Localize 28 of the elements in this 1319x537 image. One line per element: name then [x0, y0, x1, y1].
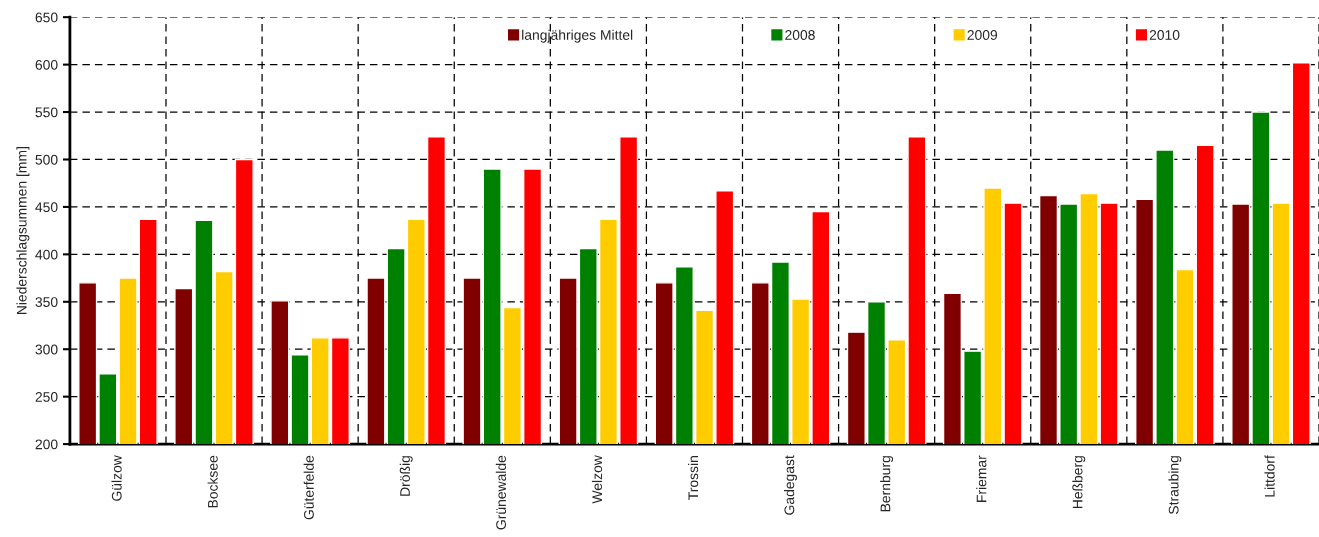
- x-tick-label: Grünewalde: [495, 455, 507, 530]
- x-tick-label: Littdorf: [1264, 455, 1275, 497]
- y-tick-label: 450: [35, 202, 58, 213]
- y-tick-label: 300: [35, 344, 58, 355]
- y-tick-label: 350: [35, 297, 58, 307]
- legend-label: langjähriges Mittel: [522, 29, 633, 43]
- x-tick-label: Gülzow: [111, 455, 122, 501]
- y-tick-label: 600: [35, 59, 58, 70]
- x-tick-label: Heßberg: [1072, 456, 1086, 509]
- x-tick-label: Welzow: [591, 455, 603, 504]
- x-tick-label: Trossin: [687, 456, 699, 500]
- x-tick-label: Straubing: [1168, 456, 1182, 515]
- x-tick-label: Güterfelde: [303, 455, 314, 520]
- legend-label: 2009: [967, 30, 998, 40]
- legend-label: 2008: [785, 30, 815, 40]
- y-tick-label: 250: [35, 392, 58, 402]
- y-tick-label: 500: [35, 154, 58, 165]
- x-tick-label: Bocksee: [207, 455, 218, 508]
- y-axis-title: Niederschlagsummen [mm]: [16, 147, 30, 315]
- y-tick-label: 550: [35, 107, 58, 118]
- x-tick-label: Friemar: [976, 455, 987, 502]
- y-tick-label: 200: [35, 439, 58, 450]
- y-tick-label: 400: [35, 249, 58, 260]
- x-tick-label: Drößig: [399, 456, 413, 496]
- x-tick-label: Bernburg: [880, 456, 894, 512]
- x-tick-label: Gadegast: [784, 455, 798, 515]
- legend-label: 2010: [1149, 30, 1180, 40]
- y-tick-label: 650: [35, 12, 58, 23]
